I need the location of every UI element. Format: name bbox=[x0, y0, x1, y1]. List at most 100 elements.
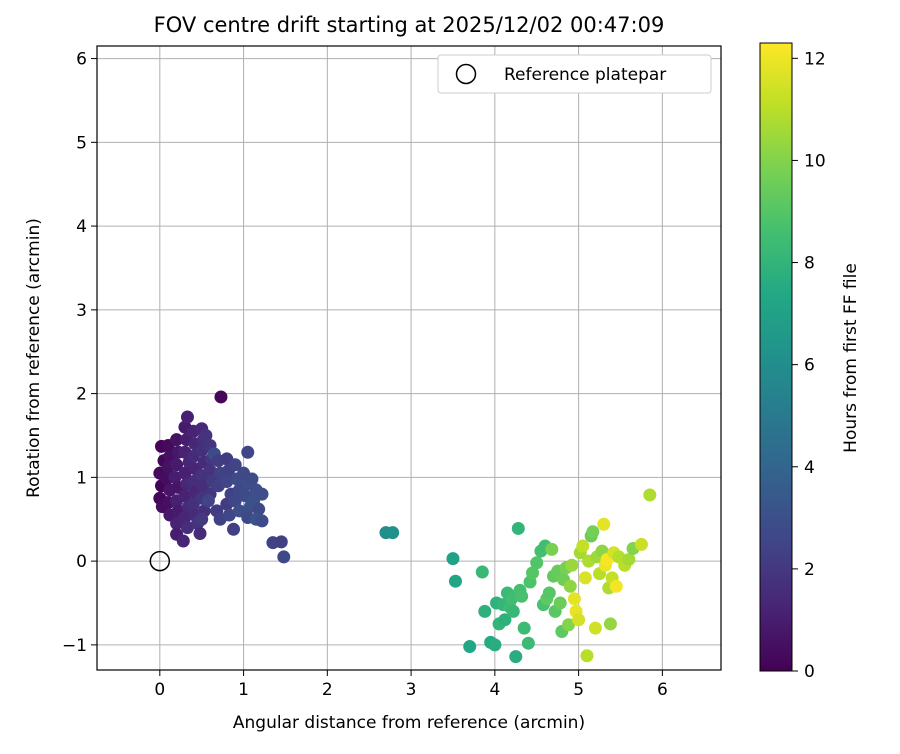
data-point bbox=[603, 617, 617, 631]
data-point bbox=[542, 586, 556, 600]
data-point bbox=[609, 579, 623, 593]
data-point bbox=[170, 458, 184, 472]
data-point bbox=[220, 475, 234, 489]
data-point bbox=[252, 502, 266, 516]
x-tick-label: 6 bbox=[657, 680, 668, 700]
x-tick-label: 0 bbox=[154, 680, 165, 700]
colorbar-tick-label: 0 bbox=[804, 662, 815, 682]
y-tick-label: 6 bbox=[76, 50, 87, 70]
data-point bbox=[521, 636, 535, 650]
data-point bbox=[203, 464, 217, 478]
y-tick-label: 1 bbox=[76, 468, 87, 488]
grid-lines bbox=[97, 46, 721, 670]
data-point bbox=[576, 539, 590, 553]
scatter-points bbox=[153, 390, 657, 664]
data-point bbox=[505, 592, 519, 606]
data-point bbox=[567, 592, 581, 606]
data-point bbox=[199, 428, 213, 442]
data-point bbox=[506, 604, 520, 618]
data-point bbox=[597, 517, 611, 531]
data-point bbox=[586, 525, 600, 539]
data-point bbox=[511, 521, 525, 535]
data-point bbox=[526, 566, 540, 580]
data-point bbox=[580, 649, 594, 663]
data-point bbox=[562, 618, 576, 632]
data-point bbox=[634, 537, 648, 551]
legend-marker-icon bbox=[455, 63, 477, 85]
x-tick-label: 2 bbox=[322, 680, 333, 700]
plot-frame bbox=[96, 45, 722, 671]
x-axis-label: Angular distance from reference (arcmin) bbox=[233, 713, 585, 733]
data-point bbox=[170, 433, 184, 447]
data-point bbox=[180, 410, 194, 424]
data-point bbox=[463, 640, 477, 654]
reference-platepar-marker bbox=[149, 550, 171, 572]
legend: Reference platepar bbox=[437, 54, 712, 94]
y-tick-label: 5 bbox=[76, 133, 87, 153]
data-point bbox=[227, 522, 241, 536]
colorbar-tick-label: 10 bbox=[804, 151, 826, 171]
data-point bbox=[241, 445, 255, 459]
data-point bbox=[255, 514, 269, 528]
data-point bbox=[168, 470, 182, 484]
data-point bbox=[553, 596, 567, 610]
data-point bbox=[565, 558, 579, 572]
y-tick-label: −1 bbox=[62, 636, 87, 656]
data-point bbox=[498, 613, 512, 627]
colorbar-label: Hours from first FF file bbox=[841, 263, 861, 453]
y-tick-label: 2 bbox=[76, 385, 87, 405]
legend-entry-reference-platepar: Reference platepar bbox=[504, 65, 666, 85]
data-point bbox=[178, 466, 192, 480]
chart-title: FOV centre drift starting at 2025/12/02 … bbox=[154, 13, 665, 37]
data-point bbox=[448, 574, 462, 588]
data-point bbox=[228, 494, 242, 508]
colorbar bbox=[759, 42, 793, 672]
data-point bbox=[222, 508, 236, 522]
x-tick-label: 3 bbox=[406, 680, 417, 700]
data-point bbox=[178, 511, 192, 525]
data-point bbox=[643, 488, 657, 502]
data-point bbox=[195, 512, 209, 526]
data-point bbox=[277, 550, 291, 564]
data-point bbox=[488, 638, 502, 652]
x-tick-label: 5 bbox=[573, 680, 584, 700]
data-point bbox=[193, 526, 207, 540]
data-point bbox=[478, 604, 492, 618]
data-point bbox=[517, 621, 531, 635]
data-point bbox=[176, 534, 190, 548]
y-tick-label: 3 bbox=[76, 301, 87, 321]
data-point bbox=[545, 542, 559, 556]
data-point bbox=[588, 621, 602, 635]
y-tick-label: 4 bbox=[76, 217, 87, 237]
data-point bbox=[475, 565, 489, 579]
y-axis-ticks: −1 0 1 2 3 4 5 6 bbox=[62, 50, 97, 656]
data-point bbox=[530, 556, 544, 570]
data-point bbox=[201, 494, 215, 508]
x-tick-label: 4 bbox=[489, 680, 500, 700]
data-point bbox=[180, 521, 194, 535]
data-point bbox=[572, 613, 586, 627]
data-point bbox=[245, 472, 259, 486]
data-point bbox=[515, 589, 529, 603]
plot-area bbox=[97, 46, 721, 670]
colorbar-tick-label: 8 bbox=[804, 254, 815, 274]
data-point bbox=[446, 552, 460, 566]
y-tick-label: 0 bbox=[76, 552, 87, 572]
colorbar-tick-label: 6 bbox=[804, 356, 815, 376]
legend-box bbox=[437, 54, 712, 94]
colorbar-tick-label: 12 bbox=[804, 49, 826, 69]
data-point bbox=[178, 489, 192, 503]
data-point bbox=[214, 390, 228, 404]
data-point bbox=[509, 650, 523, 664]
data-point bbox=[622, 552, 636, 566]
colorbar-ticks: 0 2 4 6 8 10 12 bbox=[792, 49, 826, 682]
y-axis-label: Rotation from reference (arcmin) bbox=[24, 218, 44, 498]
data-point bbox=[274, 535, 288, 549]
colorbar-tick-label: 2 bbox=[804, 560, 815, 580]
data-point bbox=[578, 571, 592, 585]
colorbar-tick-label: 4 bbox=[804, 458, 815, 478]
data-point bbox=[255, 487, 269, 501]
data-point bbox=[563, 579, 577, 593]
